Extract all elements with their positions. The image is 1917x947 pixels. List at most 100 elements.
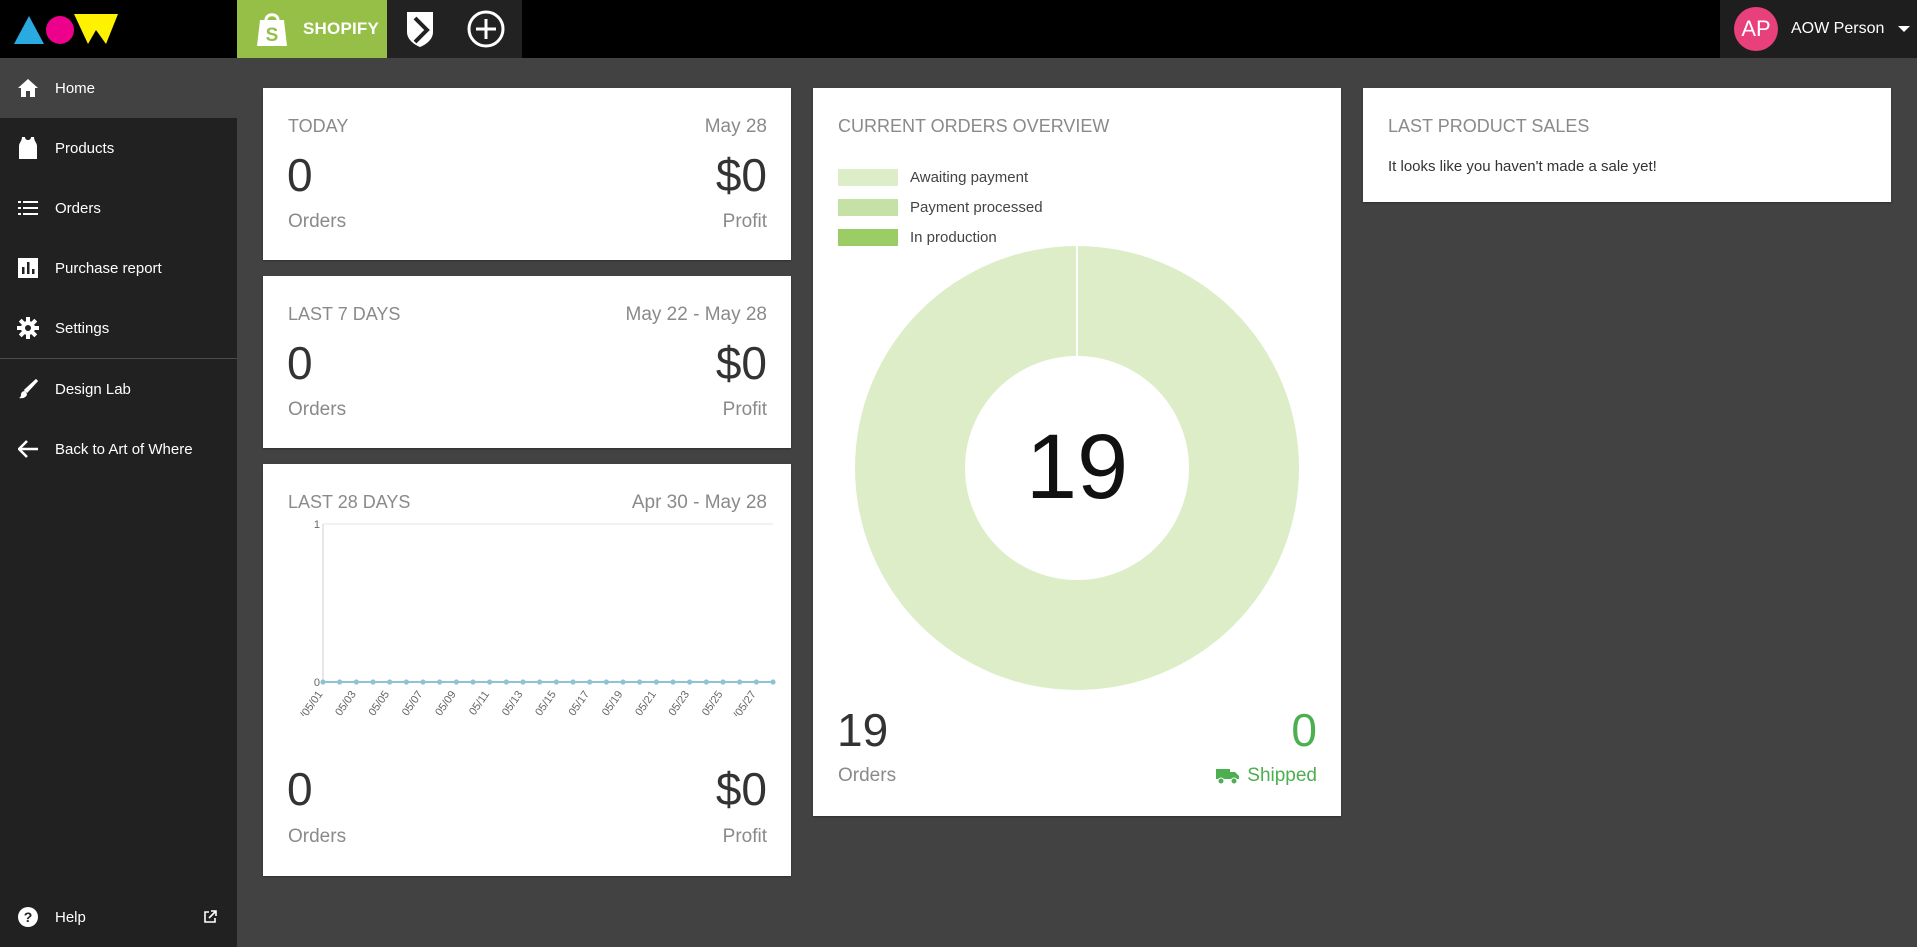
aow-logo[interactable]	[12, 12, 120, 46]
shield-logo-icon	[407, 12, 433, 47]
card-title: CURRENT ORDERS OVERVIEW	[838, 116, 1110, 136]
orders-count: 0	[287, 337, 313, 389]
orders-label: Orders	[838, 765, 897, 786]
x-tick-label: 05/09	[433, 689, 459, 716]
sidebar-item-orders[interactable]: Orders	[0, 178, 237, 238]
shipped-label: Shipped	[1216, 765, 1317, 787]
x-tick-label: 05/21	[633, 689, 659, 716]
data-point	[703, 679, 709, 685]
sidebar-item-products[interactable]: Products	[0, 118, 237, 178]
profit-label: Profit	[722, 399, 767, 420]
tank-top-icon	[18, 137, 37, 159]
last-28-days-card: LAST 28 DAYS Apr 30 - May 28 0 1 2018/05/0…	[263, 464, 791, 876]
legend-label: In production	[910, 228, 997, 246]
brush-icon	[18, 379, 38, 399]
add-store-button[interactable]	[453, 0, 519, 58]
shipped-count: 0	[1291, 704, 1317, 756]
bar-chart-icon	[17, 258, 38, 278]
data-point	[370, 679, 376, 685]
data-point	[320, 679, 326, 685]
y-tick-label: 0	[314, 677, 320, 689]
x-tick-label: 05/19	[600, 689, 626, 716]
last-product-sales-card: LAST PRODUCT SALES It looks like you hav…	[1363, 88, 1891, 202]
y-tick-label: 1	[314, 519, 320, 531]
data-point	[603, 679, 609, 685]
external-link-icon	[204, 910, 217, 923]
legend-item-awaiting-payment[interactable]: Awaiting payment	[838, 162, 1043, 192]
last-7-days-card: LAST 7 DAYS May 22 - May 28 0 $0 Orders …	[263, 276, 791, 448]
legend-swatch	[838, 198, 898, 216]
donut-center-value: 19	[1026, 416, 1128, 518]
x-tick-label: 05/23	[667, 689, 693, 716]
data-point	[653, 679, 659, 685]
legend-swatch	[838, 168, 898, 186]
data-point	[420, 679, 426, 685]
user-menu[interactable]: AP AOW Person	[1720, 0, 1917, 58]
data-point	[637, 679, 643, 685]
data-point	[470, 679, 476, 685]
list-icon	[17, 201, 38, 215]
donut-hole	[965, 356, 1189, 580]
orders-donut-chart: 19	[855, 246, 1299, 690]
x-tick-label: 05/17	[567, 689, 593, 716]
profit-value: $0	[715, 763, 767, 815]
x-tick-label: 05/11	[467, 689, 492, 716]
data-point	[670, 679, 676, 685]
data-point	[520, 679, 526, 685]
sidebar-item-design-lab[interactable]: Design Lab	[0, 359, 237, 419]
card-date-range: Apr 30 - May 28	[631, 492, 767, 513]
sidebar-item-home[interactable]: Home	[0, 58, 237, 118]
orders-label: Orders	[288, 211, 347, 232]
sidebar-item-back-to-art-of-where[interactable]: Back to Art of Where	[0, 419, 237, 479]
x-tick-label: 05/13	[500, 689, 526, 716]
sidebar-item-label: Back to Art of Where	[55, 440, 193, 458]
data-point	[437, 679, 443, 685]
avatar: AP	[1734, 7, 1778, 51]
bigcommerce-store-tab[interactable]	[387, 0, 453, 58]
data-point	[620, 679, 626, 685]
card-title: LAST PRODUCT SALES	[1388, 116, 1590, 136]
sidebar-item-purchase-report[interactable]: Purchase report	[0, 238, 237, 298]
orders-count: 0	[287, 149, 313, 201]
shopify-label: SHOPIFY	[303, 19, 380, 38]
orders-label: Orders	[288, 399, 347, 420]
data-point	[770, 679, 776, 685]
x-tick-label: 05/25	[700, 689, 726, 716]
card-title: TODAY	[288, 116, 349, 136]
top-bar: S SHOPIFY AP AOW Person	[0, 0, 1917, 58]
data-point	[570, 679, 576, 685]
store-switcher	[387, 0, 522, 58]
data-point	[503, 679, 509, 685]
no-sales-message: It looks like you haven't made a sale ye…	[1388, 158, 1657, 175]
data-point	[487, 679, 493, 685]
sidebar-item-help[interactable]: ? Help	[0, 887, 237, 947]
legend-item-payment-processed[interactable]: Payment processed	[838, 192, 1043, 222]
x-tick-label: 2018/05/01	[284, 689, 325, 716]
legend-label: Awaiting payment	[910, 168, 1029, 186]
help-icon: ?	[17, 907, 38, 927]
legend-item-in-production[interactable]: In production	[838, 222, 1043, 252]
data-point	[353, 679, 359, 685]
data-point	[453, 679, 459, 685]
profit-label: Profit	[722, 211, 767, 232]
x-tick-label: 05/03	[333, 689, 359, 716]
card-date-range: May 28	[704, 116, 767, 137]
data-point	[687, 679, 693, 685]
shopify-store-tab[interactable]: S SHOPIFY	[237, 0, 387, 58]
orders-overview-card: CURRENT ORDERS OVERVIEW Awaiting payment…	[813, 88, 1341, 816]
sidebar-item-label: Home	[55, 79, 96, 97]
card-title: LAST 28 DAYS	[288, 492, 411, 512]
data-point	[553, 679, 559, 685]
data-point	[337, 679, 343, 685]
sidebar-item-settings[interactable]: Settings	[0, 298, 237, 358]
data-point	[537, 679, 543, 685]
profit-value: $0	[715, 149, 767, 201]
sidebar-item-label: Design Lab	[55, 380, 131, 398]
data-point	[387, 679, 393, 685]
user-name: AOW Person	[1791, 20, 1885, 37]
card-date-range: May 22 - May 28	[625, 304, 768, 325]
svg-text:S: S	[266, 25, 279, 46]
x-tick-label: 05/15	[533, 689, 559, 716]
orders-label: Orders	[288, 826, 347, 847]
sidebar-item-label: Products	[55, 139, 115, 157]
